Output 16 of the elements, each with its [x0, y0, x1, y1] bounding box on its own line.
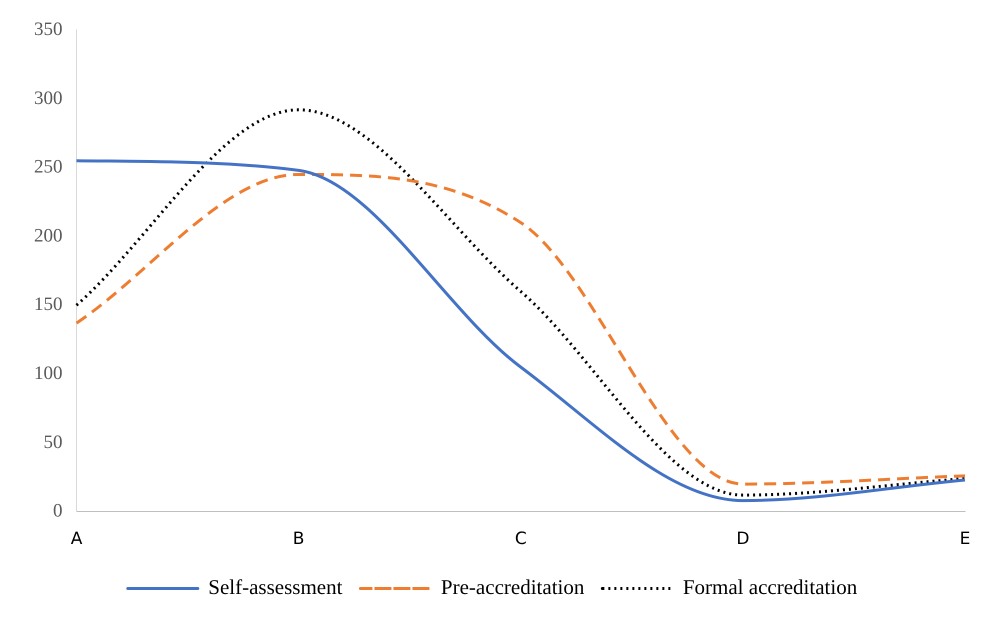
x-tick-label: B — [292, 529, 304, 550]
x-tick-label: D — [736, 529, 750, 550]
x-tick-label: C — [514, 529, 527, 550]
y-tick-label: 300 — [34, 88, 62, 109]
legend-label: Self-assessment — [208, 575, 343, 600]
x-tick-label: E — [960, 529, 970, 550]
y-tick-label: 0 — [53, 500, 62, 522]
legend-label: Formal accreditation — [682, 575, 858, 600]
y-tick-label: 250 — [34, 156, 62, 178]
x-tick-label: A — [70, 529, 83, 550]
y-tick-label: 150 — [34, 294, 62, 316]
y-tick-label: 50 — [44, 432, 62, 453]
legend-label: Pre-accreditation — [440, 575, 585, 600]
y-tick-label: 100 — [34, 362, 62, 384]
y-tick-label: 350 — [34, 18, 62, 40]
y-tick-label: 200 — [34, 225, 62, 246]
